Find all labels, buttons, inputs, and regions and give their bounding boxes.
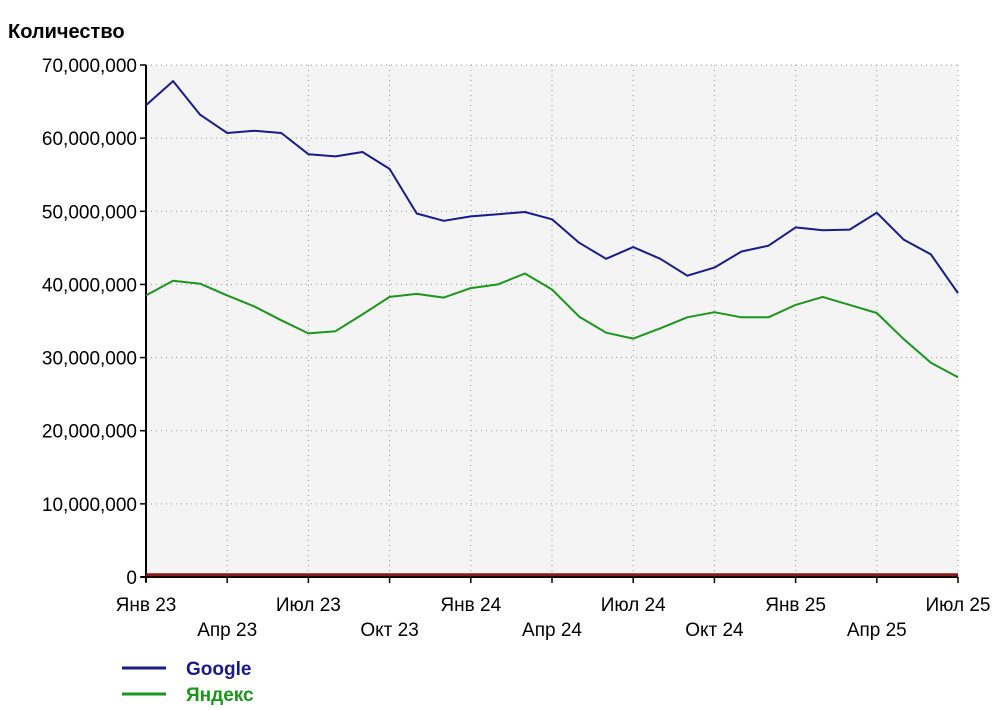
- x-tick-label-7: Окт 24: [685, 620, 744, 641]
- y-tick-label-7: 70,000,000: [42, 56, 137, 77]
- y-tick-label-0: 0: [126, 568, 137, 589]
- x-tick-label-8: Янв 25: [765, 595, 826, 616]
- x-tick-label-3: Окт 23: [360, 620, 418, 641]
- y-tick-label-5: 50,000,000: [42, 202, 137, 223]
- x-tick-label-1: Апр 23: [197, 620, 257, 641]
- y-axis-label: Количество: [8, 21, 125, 43]
- y-tick-label-4: 40,000,000: [42, 275, 137, 296]
- x-tick-label-10: Июл 25: [926, 595, 991, 616]
- series-lines: [145, 80, 959, 577]
- y-tick-labels: 0 10,000,000 20,000,000 30,000,000 40,000,00…: [42, 56, 146, 589]
- y-tick-label-3: 30,000,000: [42, 349, 137, 370]
- y-tick-label-1: 10,000,000: [42, 495, 137, 516]
- x-tick-label-9: Апр 25: [847, 620, 907, 641]
- x-tick-labels: Янв 23 Апр 23 Июл 23 Окт 23 Янв 24 Апр 24 Июл …: [116, 577, 991, 641]
- series-line-1: [145, 272, 959, 379]
- grid-lines: [146, 64, 959, 577]
- x-tick-label-5: Апр 24: [522, 620, 582, 641]
- legend: Google Яндекс: [122, 659, 254, 706]
- x-tick-label-0: Янв 23: [116, 595, 177, 616]
- legend-label-1: Яндекс: [186, 685, 254, 706]
- x-tick-label-2: Июл 23: [276, 595, 341, 616]
- series-line-0: [145, 80, 959, 294]
- legend-label-0: Google: [186, 659, 251, 680]
- x-tick-label-6: Июл 24: [601, 595, 666, 616]
- y-tick-label-6: 60,000,000: [42, 129, 137, 150]
- y-tick-label-2: 20,000,000: [42, 422, 137, 443]
- axes: [141, 65, 958, 582]
- x-tick-label-4: Янв 24: [440, 595, 501, 616]
